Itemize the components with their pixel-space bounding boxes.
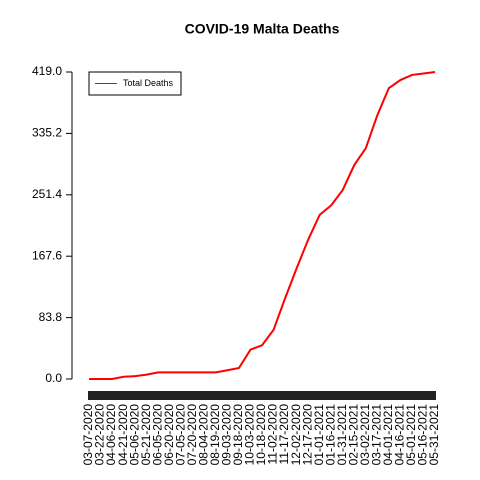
y-tick-label: 419.0 [32,64,62,78]
legend-label: Total Deaths [123,78,174,88]
x-tick-label: 08-19-2020 [208,404,222,466]
x-tick-label: 07-20-2020 [185,404,199,466]
x-tick-label: 01-16-2021 [323,404,337,466]
y-tick-label: 167.6 [32,248,62,262]
y-tick-label: 0.0 [45,371,62,385]
chart-title: COVID-19 Malta Deaths [185,21,340,37]
x-tick-label: 12-17-2020 [300,404,314,466]
x-tick-label: 05-21-2020 [139,404,153,466]
x-tick-label: 05-01-2021 [404,404,418,466]
x-tick-label: 05-06-2020 [127,404,141,466]
x-tick-band [88,391,436,400]
x-tick-label: 11-17-2020 [277,404,291,465]
x-tick-label: 03-02-2021 [358,404,372,466]
x-tick-label: 11-02-2020 [266,404,280,465]
x-tick-label: 09-18-2020 [231,404,245,466]
x-tick-label: 04-16-2021 [393,404,407,466]
x-tick-label: 10-18-2020 [254,404,268,466]
x-tick-label: 01-01-2021 [312,404,326,466]
x-tick-label: 03-17-2021 [370,404,384,466]
x-tick-label: 01-31-2021 [335,404,349,466]
x-tick-label: 09-03-2020 [220,404,234,466]
x-tick-label: 05-16-2021 [416,404,430,466]
x-tick-label: 05-31-2021 [427,404,441,466]
data-line [89,71,436,380]
x-tick-label: 06-20-2020 [162,404,176,466]
legend-box [88,71,182,96]
y-tick-label: 83.8 [39,310,63,324]
x-tick-label: 10-03-2020 [243,404,257,466]
x-tick-label: 02-15-2021 [346,404,360,466]
x-tick-label: 03-07-2020 [81,404,95,466]
x-tick-label: 03-22-2020 [93,404,107,466]
x-tick-label: 12-02-2020 [289,404,303,466]
x-tick-label: 08-04-2020 [197,404,211,466]
x-tick-label: 07-05-2020 [173,404,187,466]
x-tick-label: 06-05-2020 [150,404,164,466]
y-tick-label: 251.4 [32,187,62,201]
x-tick-label: 04-01-2021 [381,404,395,466]
x-tick-label: 04-06-2020 [104,404,118,466]
y-tick-label: 335.2 [32,126,62,140]
x-tick-label: 04-21-2020 [116,404,130,466]
